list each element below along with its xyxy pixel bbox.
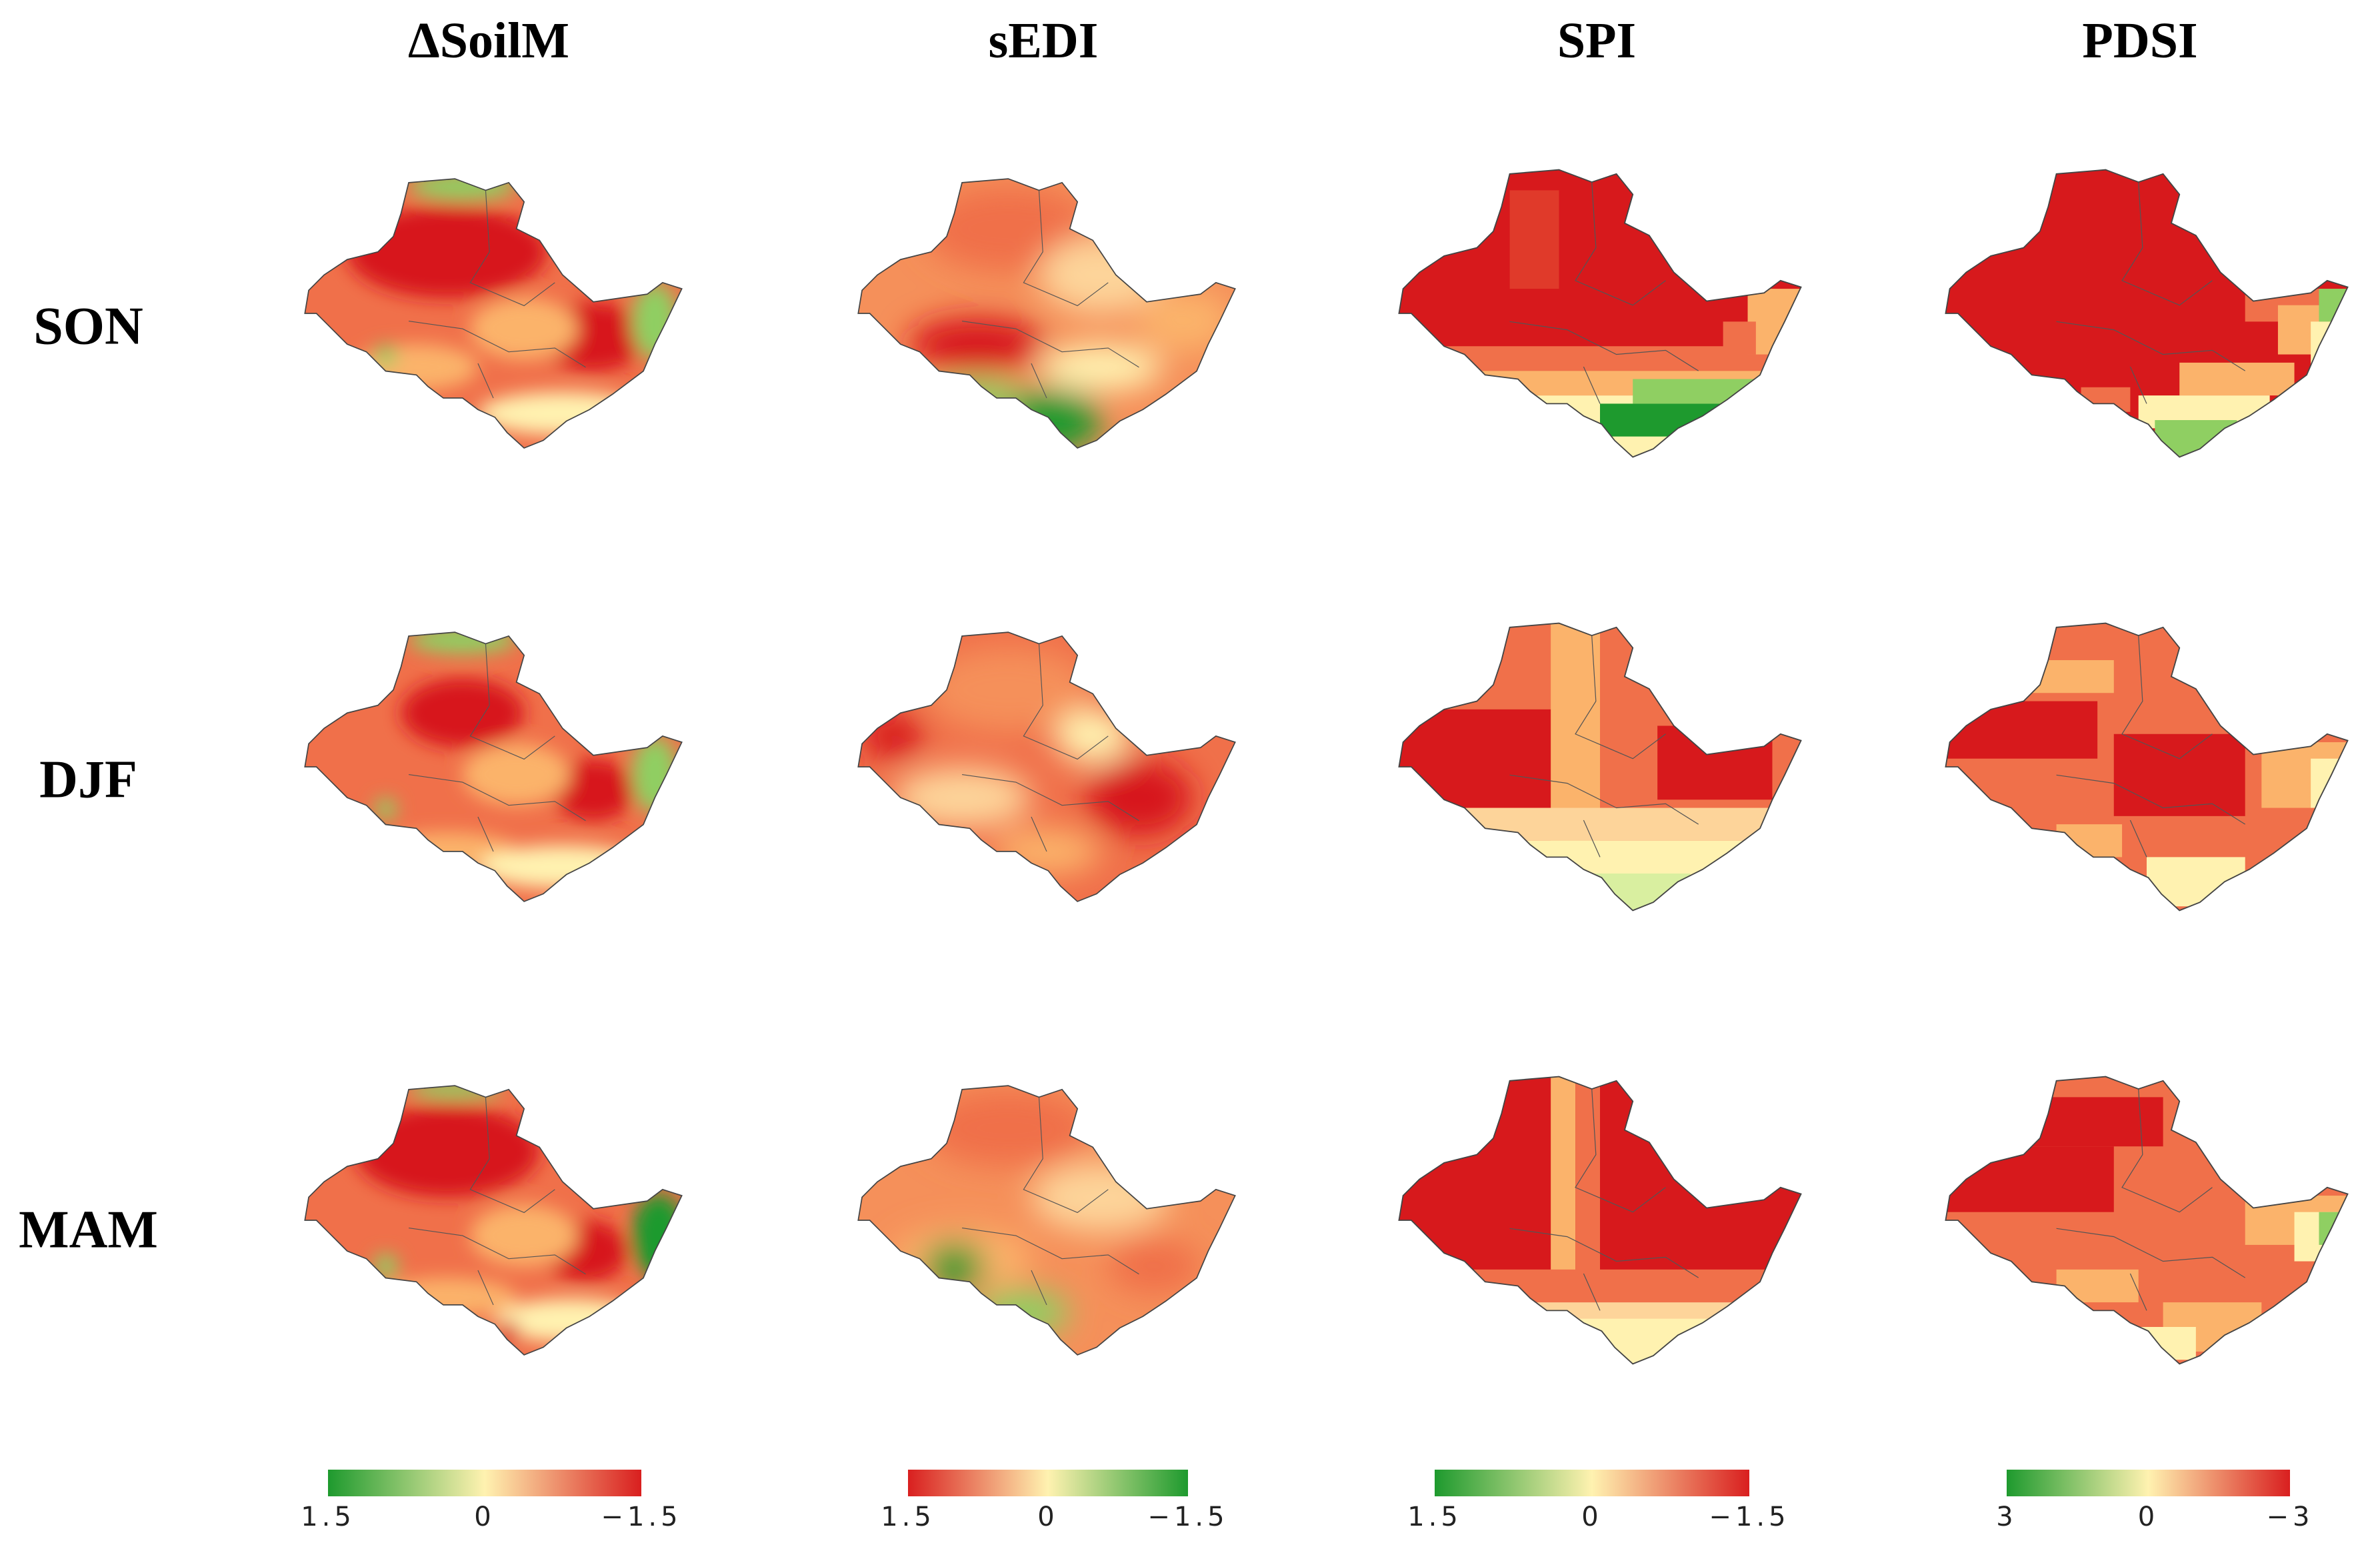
colorbar-tick: 3 [1996,1502,2017,1532]
map-pdsi-djf [1933,587,2360,947]
colorbar-tick: 1.5 [301,1502,355,1532]
map-dsoilm-mam [293,1040,693,1400]
colorbar-tick: 1.5 [881,1502,935,1532]
colorbar-tick: −1.5 [1147,1502,1229,1532]
colorbar-spi [1435,1470,1749,1496]
colorbar-tick: 0 [1037,1502,1059,1532]
row-label-son: SON [33,297,143,356]
column-title-spi: SPI [1557,13,1637,69]
colorbar-sedi [908,1470,1188,1496]
colorbar-pdsi [2007,1470,2290,1496]
colorbar-dsoilm [328,1470,641,1496]
row-label-mam: MAM [19,1200,158,1260]
column-title-dsoilm: ΔSoilM [408,13,569,69]
colorbar-tick: −1.5 [1709,1502,1790,1532]
colorbar-tick: −1.5 [601,1502,682,1532]
colorbar-tick: 0 [2137,1502,2159,1532]
colorbar-tick: 0 [1581,1502,1603,1532]
map-pdsi-mam [1933,1040,2360,1400]
colorbar-tick: 0 [474,1502,495,1532]
colorbar-sedi-ticks: 1.5 0 −1.5 [881,1502,1224,1542]
map-spi-mam [1387,1040,1813,1400]
map-spi-son [1387,133,1813,493]
column-title-sedi: sEDI [988,13,1099,69]
colorbar-tick: 1.5 [1407,1502,1462,1532]
colorbar-spi-ticks: 1.5 0 −1.5 [1407,1502,1785,1542]
map-spi-djf [1387,587,1813,947]
map-sedi-djf [847,587,1247,947]
colorbar-pdsi-ticks: 3 0 −3 [1996,1502,2309,1542]
colorbar-dsoilm-ticks: 1.5 0 −1.5 [301,1502,677,1542]
colorbar-tick: −3 [2266,1502,2314,1532]
map-pdsi-son [1933,133,2360,493]
column-title-pdsi: PDSI [2082,13,2198,69]
map-dsoilm-djf [293,587,693,947]
map-dsoilm-son [293,133,693,493]
map-sedi-son [847,133,1247,493]
row-label-djf: DJF [39,750,137,810]
map-sedi-mam [847,1040,1247,1400]
